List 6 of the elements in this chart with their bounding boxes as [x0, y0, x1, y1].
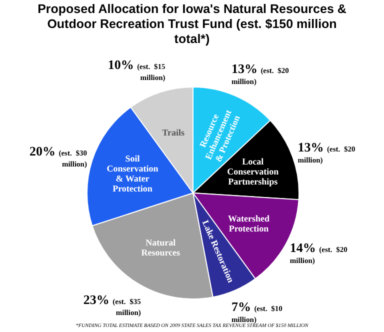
slice-label: Watershed Protection	[228, 214, 270, 234]
slice-label: Local Conservation Partnerships	[227, 156, 279, 186]
slice-label: Trails	[162, 128, 186, 138]
slice-label: Soil Conservation & Water Protection	[106, 153, 158, 194]
chart-title: Proposed Allocation for Iowa's Natural Resources & Outdoor Recreation Trust Fund (est. $150 million total*)	[38, 2, 346, 46]
slice-label: Natural Resources	[141, 238, 181, 258]
